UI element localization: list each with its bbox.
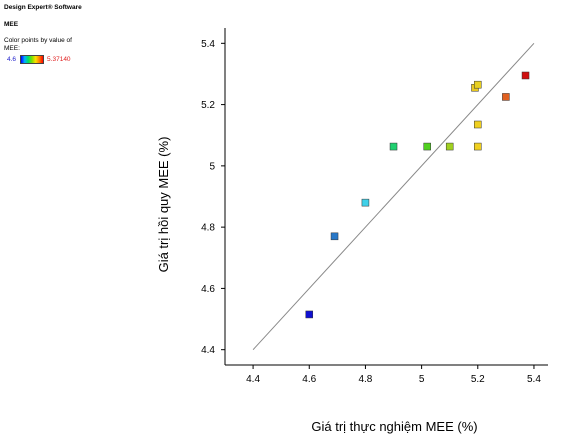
data-point <box>474 120 482 129</box>
y-axis-title: Giá trị hồi quy MEE (%) <box>156 137 171 273</box>
axis-ticks: 4.4 4.6 4.8 5 5.2 5.4 4.4 4.6 4.8 5 5.2 5.4 <box>201 39 541 385</box>
y-tick-label: 5.4 <box>201 39 215 50</box>
y-tick-label: 5 <box>209 161 215 172</box>
x-tick-label: 4.8 <box>358 374 372 385</box>
x-tick-label: 5.2 <box>471 374 485 385</box>
x-tick-label: 5 <box>419 374 425 385</box>
data-points <box>305 71 530 319</box>
y-tick-label: 5.2 <box>201 100 215 111</box>
reference-line <box>252 42 535 351</box>
x-tick-label: 4.4 <box>246 374 260 385</box>
data-point <box>361 198 370 207</box>
data-point <box>474 142 482 151</box>
y-tick-label: 4.4 <box>201 345 215 356</box>
color-legend: 4.6 5.37140 <box>4 55 124 64</box>
data-point <box>330 232 339 241</box>
response-name: MEE <box>4 21 19 28</box>
legend-gradient-bar <box>20 55 45 64</box>
data-point <box>445 142 454 151</box>
y-tick-label: 4.8 <box>201 223 215 234</box>
legend-max-label: 5.37140 <box>47 56 71 63</box>
data-point <box>305 310 314 319</box>
x-axis-title: Giá trị thực nghiệm MEE (%) <box>311 419 477 434</box>
data-point <box>502 93 510 101</box>
data-point <box>474 80 482 89</box>
data-point <box>389 142 398 151</box>
app-title: Design Expert® Software <box>4 4 82 11</box>
x-tick-label: 4.6 <box>302 374 316 385</box>
data-point <box>521 71 530 80</box>
x-tick-label: 5.4 <box>527 374 541 385</box>
legend-min-label: 4.6 <box>7 56 17 63</box>
sidebar: Design Expert® Software MEE Color points… <box>4 4 124 64</box>
legend-caption: Color points by value of MEE: <box>4 37 72 52</box>
y-tick-label: 4.6 <box>201 284 215 295</box>
data-point <box>423 142 431 151</box>
